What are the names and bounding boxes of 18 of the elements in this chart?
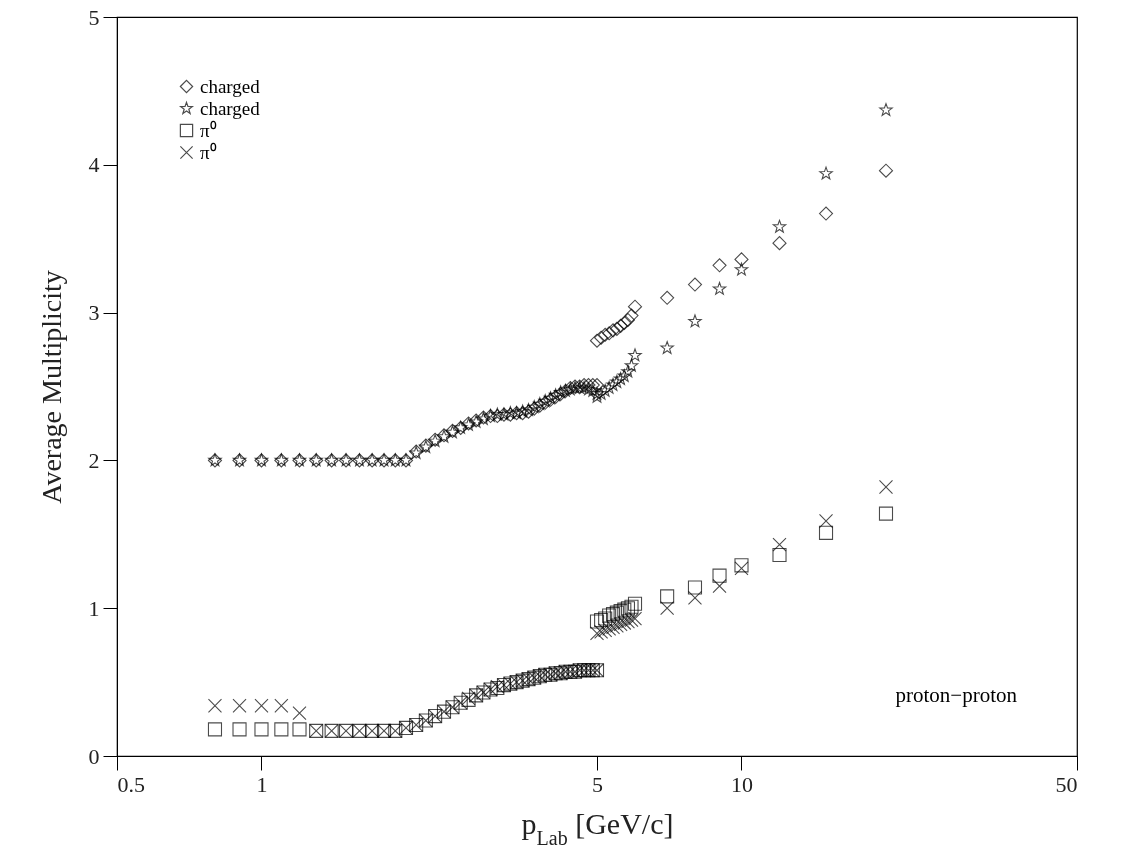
annotation: proton−proton [895,683,1018,707]
legend-label: π⁰ [200,141,217,163]
legend-label: π⁰ [200,119,217,141]
y-tick-label: 1 [88,595,100,621]
legend-label: charged [200,75,261,97]
x-tick-label: 0.5 [117,771,145,797]
x-tick-label: 1 [256,771,268,797]
legend-label: charged [200,97,261,119]
y-tick-label: 3 [88,300,100,326]
x-tick-label: 50 [1055,771,1078,797]
y-axis-title: Average Multiplicity [35,270,67,504]
y-tick-label: 4 [88,152,100,178]
x-axis-title: p$_{Lab}$ [GeV/c] [521,806,674,849]
x-tick-label: 10 [730,771,753,797]
x-tick-label: 5 [592,771,603,797]
y-tick-label: 5 [88,4,100,30]
y-tick-label: 0 [88,743,100,769]
y-tick-label: 2 [88,447,100,473]
